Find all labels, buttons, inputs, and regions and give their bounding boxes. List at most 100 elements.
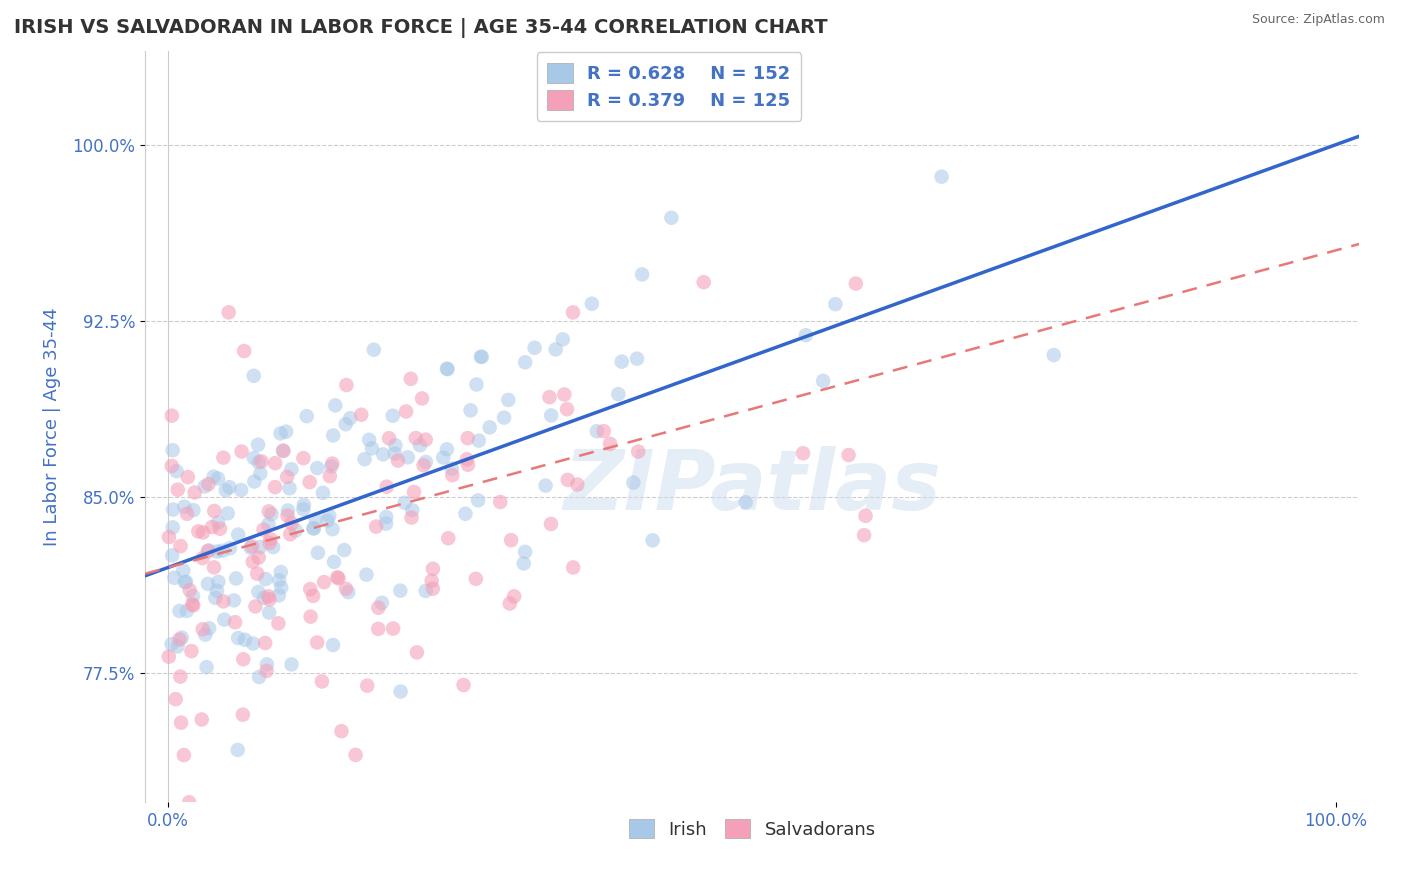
Point — [257, 504, 280, 518]
Point — [172, 564, 194, 578]
Point — [415, 433, 437, 447]
Point — [356, 567, 378, 582]
Point — [239, 541, 262, 555]
Point — [361, 442, 384, 456]
Point — [157, 649, 180, 664]
Point — [330, 724, 353, 739]
Point — [471, 350, 494, 364]
Point — [259, 592, 281, 607]
Point — [194, 479, 217, 493]
Point — [169, 669, 191, 683]
Point — [225, 572, 247, 586]
Point — [160, 549, 183, 563]
Point — [163, 571, 186, 585]
Point — [267, 616, 290, 631]
Point — [326, 570, 349, 584]
Point — [333, 543, 356, 558]
Point — [375, 510, 398, 524]
Point — [183, 485, 205, 500]
Point — [489, 495, 512, 509]
Point — [599, 437, 621, 451]
Point — [311, 674, 333, 689]
Point — [389, 684, 412, 698]
Point — [204, 591, 226, 605]
Point — [257, 517, 280, 532]
Point — [256, 664, 278, 678]
Point — [222, 593, 245, 607]
Point — [312, 575, 335, 590]
Point — [278, 481, 301, 495]
Point — [581, 297, 603, 311]
Point — [243, 450, 266, 465]
Point — [734, 495, 756, 509]
Point — [169, 539, 191, 553]
Point — [456, 452, 478, 467]
Point — [242, 555, 264, 569]
Point — [284, 524, 307, 538]
Point — [631, 268, 654, 282]
Point — [350, 408, 373, 422]
Point — [270, 581, 292, 595]
Point — [356, 679, 378, 693]
Point — [157, 530, 180, 544]
Point — [247, 585, 270, 599]
Point — [243, 475, 266, 489]
Point — [512, 557, 534, 571]
Point — [299, 609, 322, 624]
Text: ZIPatlas: ZIPatlas — [564, 446, 941, 527]
Point — [305, 512, 328, 526]
Point — [247, 670, 270, 684]
Point — [373, 447, 395, 461]
Point — [607, 387, 630, 401]
Point — [207, 471, 229, 485]
Point — [1042, 348, 1064, 362]
Point — [322, 522, 344, 536]
Point — [335, 378, 357, 392]
Point — [160, 409, 183, 423]
Point — [264, 456, 287, 470]
Point — [179, 583, 201, 598]
Point — [180, 644, 202, 658]
Point — [278, 527, 301, 541]
Point — [328, 571, 350, 585]
Point — [259, 536, 281, 550]
Point — [363, 343, 385, 357]
Point — [567, 477, 589, 491]
Point — [233, 344, 256, 359]
Point — [384, 446, 406, 460]
Point — [555, 402, 578, 417]
Point — [249, 467, 271, 481]
Point — [226, 631, 249, 645]
Point — [468, 434, 491, 448]
Point — [250, 454, 273, 468]
Point — [319, 469, 342, 483]
Point — [302, 521, 325, 535]
Point — [316, 514, 339, 528]
Point — [562, 560, 585, 574]
Point — [169, 604, 191, 618]
Point — [214, 483, 236, 498]
Point — [627, 444, 650, 458]
Point — [292, 502, 315, 516]
Point — [432, 450, 454, 465]
Point — [181, 599, 204, 613]
Point — [257, 590, 280, 604]
Point — [162, 520, 184, 534]
Point — [181, 589, 204, 603]
Point — [515, 355, 537, 369]
Point — [339, 411, 361, 425]
Point — [190, 713, 212, 727]
Point — [402, 485, 425, 500]
Point — [513, 545, 536, 559]
Point — [242, 368, 264, 383]
Point — [540, 516, 562, 531]
Point — [270, 565, 292, 579]
Point — [478, 420, 501, 434]
Point — [845, 277, 868, 291]
Point — [534, 478, 557, 492]
Point — [344, 747, 367, 762]
Text: IRISH VS SALVADORAN IN LABOR FORCE | AGE 35-44 CORRELATION CHART: IRISH VS SALVADORAN IN LABOR FORCE | AGE… — [14, 18, 828, 37]
Point — [166, 464, 188, 478]
Point — [183, 503, 205, 517]
Point — [335, 582, 357, 596]
